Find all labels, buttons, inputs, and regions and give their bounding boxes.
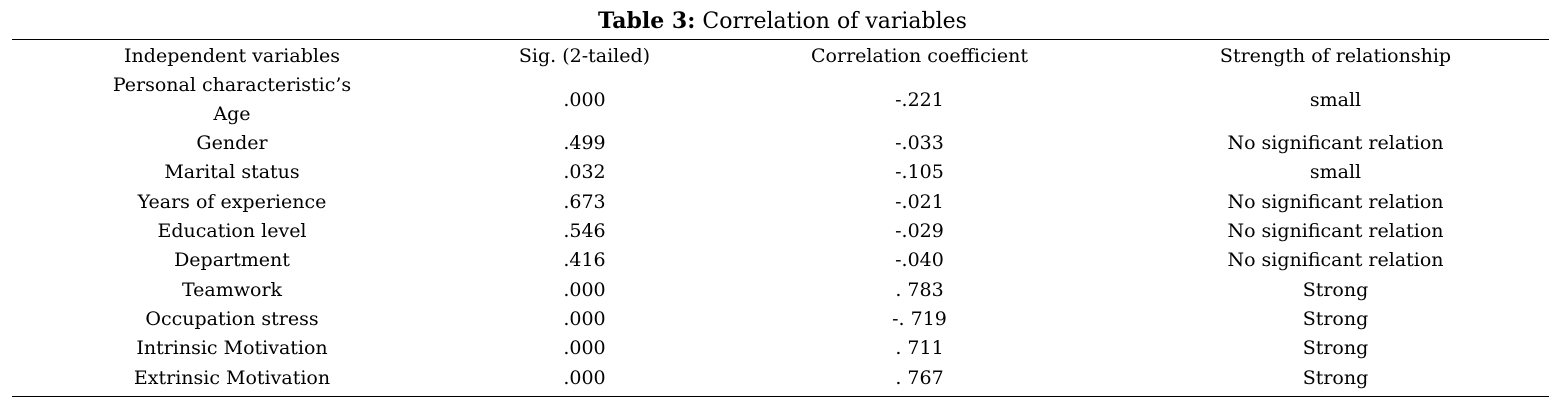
cell-variable: Personal characteristic’s Age [12,71,452,129]
cell-strength: small [1309,161,1362,184]
header-strength: Strength of relationship [1219,45,1452,67]
table-row: Marital status .032 -.105 small [12,158,1549,187]
cell-variable-line2: Age [213,103,251,125]
cell-strength: No significant relation [1227,249,1444,272]
header-independent-variables: Independent variables [124,45,340,67]
cell-sig: .673 [563,190,606,213]
table-row: Department .416 -.040 No significant rel… [12,246,1549,275]
cell-variable: Marital status [164,161,300,184]
cell-coef: . 767 [895,366,944,389]
table-row: Personal characteristic’s Age .000 -.221… [12,71,1549,129]
cell-variable: Intrinsic Motivation [136,337,328,360]
cell-strength: No significant relation [1227,190,1444,213]
cell-strength: Strong [1302,278,1369,301]
cell-sig: .000 [563,337,606,360]
cell-coef: -.029 [895,220,944,243]
cell-sig: .000 [563,88,606,111]
table-row: Gender .499 -.033 No significant relatio… [12,129,1549,158]
cell-sig: .000 [563,366,606,389]
cell-coef: -.040 [895,249,944,272]
cell-variable: Extrinsic Motivation [133,366,331,389]
cell-sig: .032 [563,161,606,184]
cell-strength: Strong [1302,307,1369,330]
table-caption: Table 3: Correlation of variables [0,6,1565,37]
table-top-rule [12,39,1549,40]
table-row: Intrinsic Motivation .000 . 711 Strong [12,334,1549,363]
cell-coef: . 783 [895,278,944,301]
cell-coef: -.021 [895,190,944,213]
cell-strength: No significant relation [1227,132,1444,155]
table-row: Years of experience .673 -.021 No signif… [12,188,1549,217]
cell-variable: Gender [196,132,268,155]
cell-variable: Teamwork [181,278,283,301]
cell-variable: Department [174,249,290,272]
cell-strength: Strong [1302,366,1369,389]
cell-variable: Occupation stress [145,307,319,330]
header-correlation-coefficient: Correlation coefficient [811,45,1028,67]
table-row: Education level .546 -.029 No significan… [12,217,1549,246]
cell-coef: -.105 [895,161,944,184]
cell-coef: -.221 [895,88,944,111]
cell-sig: .000 [563,278,606,301]
cell-strength: small [1309,88,1362,111]
table-bottom-rule [12,396,1549,397]
table-header-row: Independent variables Sig. (2-tailed) Co… [12,41,1549,71]
cell-sig: .000 [563,307,606,330]
cell-sig: .416 [563,249,606,272]
table-caption-title: Correlation of variables [702,9,967,34]
cell-variable: Education level [157,220,307,243]
cell-coef: -. 719 [892,307,947,330]
cell-variable-line1: Personal characteristic’s [112,74,352,96]
table-caption-label: Table 3: [598,8,696,34]
correlation-table: Independent variables Sig. (2-tailed) Co… [12,41,1549,393]
table-row: Teamwork .000 . 783 Strong [12,275,1549,304]
table-row: Extrinsic Motivation .000 . 767 Strong [12,363,1549,392]
cell-sig: .499 [563,132,606,155]
cell-strength: No significant relation [1227,220,1444,243]
cell-strength: Strong [1302,337,1369,360]
cell-coef: . 711 [895,337,944,360]
cell-sig: .546 [563,220,606,243]
cell-variable: Years of experience [137,190,327,213]
table-row: Occupation stress .000 -. 719 Strong [12,305,1549,334]
cell-coef: -.033 [895,132,944,155]
header-sig: Sig. (2-tailed) [518,45,651,67]
